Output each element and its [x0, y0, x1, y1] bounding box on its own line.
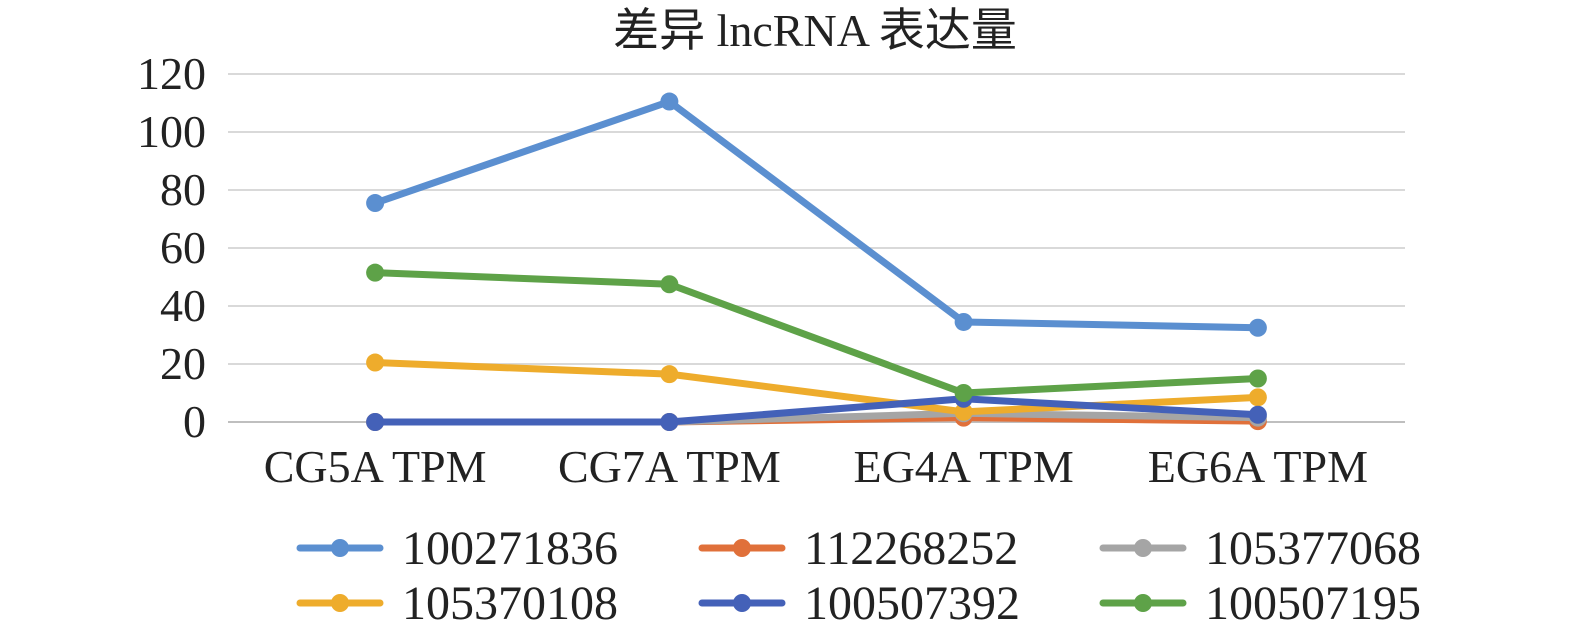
data-point: [1248, 369, 1267, 388]
legend-label: 112268252: [804, 522, 1018, 575]
series-line: [371, 98, 1262, 332]
y-tick-label: 80: [160, 164, 206, 215]
series-100507195: [366, 263, 1267, 402]
legend: 100271836 112268252 105377068 105370108 1005…: [296, 522, 1421, 630]
data-point: [660, 365, 679, 384]
legend-label: 105370108: [402, 577, 618, 630]
series-line: [371, 269, 1262, 397]
x-axis-ticks: CG5A TPM CG7A TPM EG4A TPM EG6A TPM: [264, 441, 1368, 492]
legend-swatch-marker: [331, 594, 349, 612]
legend-swatch-marker: [733, 594, 751, 612]
legend-label: 100507392: [804, 577, 1020, 630]
y-tick-label: 20: [160, 338, 206, 389]
data-point: [954, 384, 973, 402]
legend-item: 100507195: [1099, 577, 1421, 630]
legend-swatch-marker: [1134, 594, 1152, 612]
legend-swatch-marker: [733, 539, 751, 557]
data-point: [366, 194, 385, 213]
legend-label: 100271836: [402, 522, 618, 575]
data-point: [366, 353, 385, 372]
x-tick-label: EG6A TPM: [1148, 441, 1368, 492]
data-point: [1248, 318, 1267, 337]
data-point: [1248, 405, 1267, 424]
x-tick-label: EG4A TPM: [853, 441, 1073, 492]
legend-item: 100271836: [296, 522, 618, 575]
data-point: [366, 413, 385, 431]
legend-label: 100507195: [1205, 577, 1421, 630]
data-point: [660, 92, 679, 111]
legend-swatch-marker: [331, 539, 349, 557]
y-axis-ticks: 0 20 40 60 80 100 120: [137, 48, 206, 447]
data-point: [366, 263, 385, 282]
legend-item: 105377068: [1099, 522, 1421, 575]
y-tick-label: 40: [160, 280, 206, 331]
series-line: [371, 395, 1262, 426]
y-tick-label: 60: [160, 222, 206, 273]
data-point: [954, 402, 973, 421]
y-tick-label: 0: [183, 396, 206, 447]
y-tick-label: 120: [137, 48, 206, 99]
legend-swatch-marker: [1134, 539, 1152, 557]
data-point: [1248, 388, 1267, 407]
gridlines: [228, 73, 1405, 423]
series-lines: [366, 92, 1267, 431]
x-tick-label: CG5A TPM: [264, 441, 487, 492]
data-point: [660, 275, 679, 294]
series-100271836: [366, 92, 1267, 337]
data-point: [954, 312, 973, 331]
legend-item: 100507392: [698, 577, 1020, 630]
legend-item: 112268252: [698, 522, 1018, 575]
x-tick-label: CG7A TPM: [558, 441, 781, 492]
legend-label: 105377068: [1205, 522, 1421, 575]
chart-title: 差异 lncRNA 表达量: [613, 5, 1017, 56]
y-tick-label: 100: [137, 106, 206, 157]
legend-item: 105370108: [296, 577, 618, 630]
data-point: [660, 413, 679, 431]
